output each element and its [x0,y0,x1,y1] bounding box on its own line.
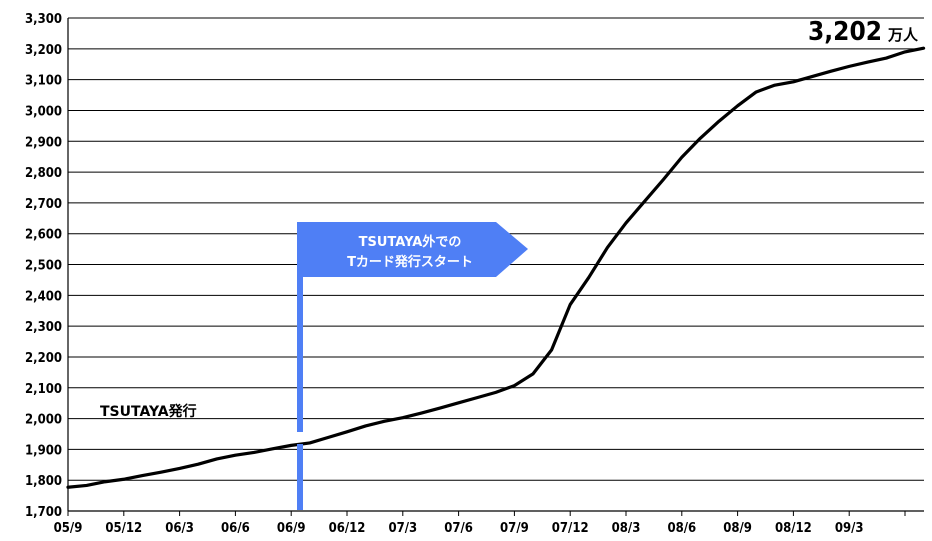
start-label: TSUTAYA発行 [100,403,197,420]
x-tick-label: 08/3 [612,521,641,536]
x-tick-label: 07/9 [500,521,529,536]
y-tick-label: 2,400 [25,289,62,304]
x-tick-label: 07/12 [552,521,589,536]
x-axis: 05/9 05/12 06/3 06/6 06/9 06/12 07/3 07/6 07/9 07… [54,510,924,536]
callout-flag [302,222,528,277]
y-tick-label: 3,200 [25,43,62,58]
x-tick-label: 06/6 [221,521,250,536]
y-tick-label: 3,000 [25,104,62,119]
x-tick-label: 06/12 [329,521,366,536]
callout-pole-lower [297,444,303,510]
callout-text-line2: Tカード発行スタート [347,254,473,270]
callout-text-line1: TSUTAYA外での [359,234,462,250]
callout-pole [297,222,303,432]
y-tick-label: 2,700 [25,197,62,212]
grid-lines [68,17,924,512]
y-tick-label: 2,600 [25,228,62,243]
x-tick-label: 09/3 [835,521,864,536]
y-tick-label: 1,900 [25,443,62,458]
end-unit: 万人 [887,26,919,44]
y-tick-label: 2,200 [25,351,62,366]
x-tick-label: 06/3 [165,521,194,536]
y-tick-label: 3,300 [25,12,62,27]
y-tick-label: 1,800 [25,474,62,489]
x-tick-label: 07/3 [388,521,417,536]
y-tick-label: 3,100 [25,74,62,89]
end-value-label: 3,202 万人 [808,17,919,47]
y-axis: 1,700 1,800 1,900 2,000 2,100 2,200 2,300 2,400… [25,12,69,520]
end-value: 3,202 [808,17,882,47]
x-tick-label: 06/9 [277,521,306,536]
y-tick-label: 2,300 [25,320,62,335]
x-tick-label: 05/9 [54,521,83,536]
callout-marker: TSUTAYA外での Tカード発行スタート [297,222,528,510]
x-tick-label: 08/9 [723,521,752,536]
y-tick-label: 2,800 [25,166,62,181]
y-tick-label: 2,500 [25,259,62,274]
y-tick-label: 2,000 [25,413,62,428]
y-tick-label: 2,100 [25,382,62,397]
y-tick-label: 2,900 [25,135,62,150]
x-tick-label: 07/6 [444,521,473,536]
y-tick-label: 1,700 [25,505,62,520]
x-tick-label: 08/6 [667,521,696,536]
x-tick-label: 05/12 [105,521,142,536]
plot-area [66,46,926,489]
x-tick-label: 08/12 [775,521,812,536]
